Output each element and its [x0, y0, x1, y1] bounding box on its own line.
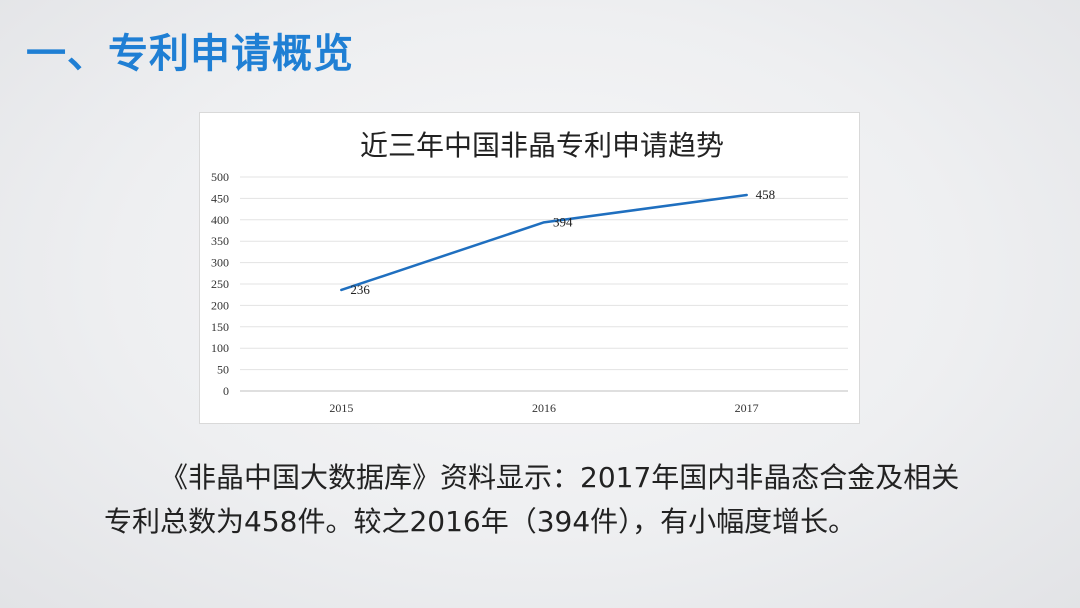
body-paragraph: 《非晶中国大数据库》资料显示：2017年国内非晶态合金及相关专利总数为458件。…: [104, 461, 960, 538]
y-axis-ticks: 0 50 100 150 200 250 300 350 400 450 500: [211, 170, 229, 398]
page-title: 一、专利申请概览: [26, 31, 354, 77]
data-label: 394: [553, 214, 573, 229]
y-tick-label: 250: [211, 277, 229, 291]
y-tick-label: 300: [211, 256, 229, 270]
series-line: [340, 193, 748, 292]
y-tick-label: 500: [211, 170, 229, 184]
chart-title: 近三年中国非晶专利申请趋势: [360, 129, 724, 162]
y-tick-label: 50: [217, 363, 229, 377]
y-tick-label: 100: [211, 341, 229, 355]
y-tick-label: 200: [211, 298, 229, 312]
x-axis-ticks: 2015 2016 2017: [329, 401, 758, 415]
data-label: 236: [350, 282, 370, 297]
y-tick-label: 450: [211, 191, 229, 205]
x-tick-label: 2015: [329, 401, 353, 415]
y-tick-label: 400: [211, 213, 229, 227]
x-tick-label: 2017: [735, 401, 759, 415]
gridlines: [240, 176, 848, 392]
series-layer: [340, 193, 748, 292]
y-tick-label: 0: [223, 384, 229, 398]
data-label: 458: [756, 187, 776, 202]
chart-svg: 近三年中国非晶专利申请趋势 0 50 100 150 200 250 300 350 400 45…: [211, 129, 848, 415]
x-tick-label: 2016: [532, 401, 556, 415]
chart-card: 近三年中国非晶专利申请趋势 0 50 100 150 200 250 300 350 400 45…: [199, 112, 860, 424]
y-tick-label: 350: [211, 234, 229, 248]
data-labels: 236 394 458: [350, 187, 775, 297]
y-tick-label: 150: [211, 320, 229, 334]
